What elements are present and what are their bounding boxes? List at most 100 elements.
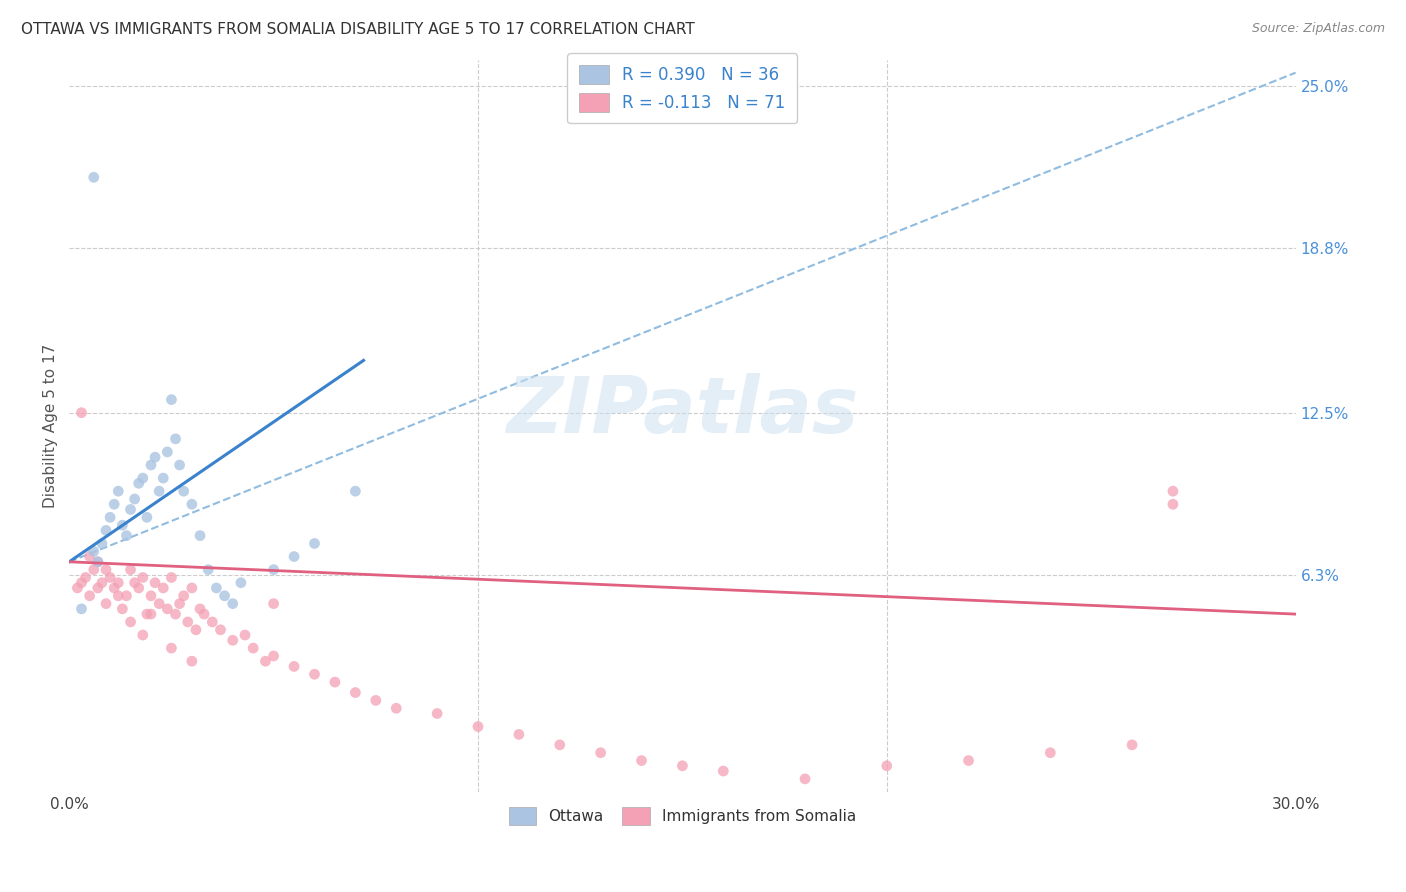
Point [156, 602, 179, 616]
Text: Source: ZipAtlas.com: Source: ZipAtlas.com [1251, 22, 1385, 36]
Point [132, 471, 155, 485]
Point [589, 746, 612, 760]
Point [214, 589, 236, 603]
Point [165, 607, 187, 621]
Point [115, 589, 138, 603]
Point [188, 528, 211, 542]
Point [148, 484, 170, 499]
Point [128, 476, 150, 491]
Point [344, 484, 367, 499]
Point [103, 581, 125, 595]
Point [75, 570, 97, 584]
Point [630, 754, 652, 768]
Point [98, 570, 121, 584]
Point [957, 754, 980, 768]
Point [107, 589, 129, 603]
Point [180, 497, 202, 511]
Point [233, 628, 256, 642]
Point [70, 406, 93, 420]
Point [120, 563, 142, 577]
Point [107, 484, 129, 499]
Point [66, 581, 89, 595]
Point [283, 549, 305, 564]
Point [177, 615, 200, 629]
Point [254, 654, 277, 668]
Point [83, 563, 105, 577]
Point [426, 706, 449, 721]
Point [148, 597, 170, 611]
Point [193, 607, 215, 621]
Point [120, 615, 142, 629]
Text: ZIPatlas: ZIPatlas [506, 373, 859, 450]
Point [169, 597, 191, 611]
Point [152, 581, 174, 595]
Point [229, 575, 252, 590]
Point [548, 738, 571, 752]
Point [160, 570, 183, 584]
Point [79, 549, 101, 564]
Point [143, 450, 166, 465]
Point [139, 589, 162, 603]
Point [90, 575, 112, 590]
Point [120, 502, 142, 516]
Point [304, 667, 326, 681]
Point [152, 471, 174, 485]
Point [132, 628, 155, 642]
Point [87, 555, 110, 569]
Point [184, 623, 207, 637]
Point [242, 641, 264, 656]
Point [70, 575, 93, 590]
Point [173, 484, 195, 499]
Point [385, 701, 408, 715]
Point [87, 555, 110, 569]
Point [94, 597, 117, 611]
Point [135, 607, 157, 621]
Point [1121, 738, 1143, 752]
Point [83, 170, 105, 185]
Point [323, 675, 346, 690]
Point [98, 510, 121, 524]
Point [115, 528, 138, 542]
Point [94, 563, 117, 577]
Point [209, 623, 232, 637]
Point [263, 597, 285, 611]
Point [197, 563, 219, 577]
Y-axis label: Disability Age 5 to 17: Disability Age 5 to 17 [44, 343, 58, 508]
Point [205, 581, 228, 595]
Point [124, 491, 146, 506]
Point [201, 615, 224, 629]
Point [139, 607, 162, 621]
Point [111, 602, 134, 616]
Point [188, 602, 211, 616]
Point [160, 392, 183, 407]
Point [103, 497, 125, 511]
Point [165, 432, 187, 446]
Point [263, 648, 285, 663]
Text: OTTAWA VS IMMIGRANTS FROM SOMALIA DISABILITY AGE 5 TO 17 CORRELATION CHART: OTTAWA VS IMMIGRANTS FROM SOMALIA DISABI… [21, 22, 695, 37]
Point [304, 536, 326, 550]
Point [794, 772, 817, 786]
Point [671, 759, 693, 773]
Point [711, 764, 734, 778]
Point [508, 727, 530, 741]
Point [135, 510, 157, 524]
Point [1039, 746, 1062, 760]
Point [180, 654, 202, 668]
Point [79, 589, 101, 603]
Point [160, 641, 183, 656]
Point [70, 602, 93, 616]
Point [222, 633, 245, 648]
Point [139, 458, 162, 472]
Point [132, 570, 155, 584]
Point [94, 524, 117, 538]
Point [83, 544, 105, 558]
Point [124, 575, 146, 590]
Point [90, 536, 112, 550]
Point [876, 759, 898, 773]
Point [143, 575, 166, 590]
Point [111, 518, 134, 533]
Point [87, 581, 110, 595]
Point [173, 589, 195, 603]
Point [467, 720, 489, 734]
Point [344, 685, 367, 699]
